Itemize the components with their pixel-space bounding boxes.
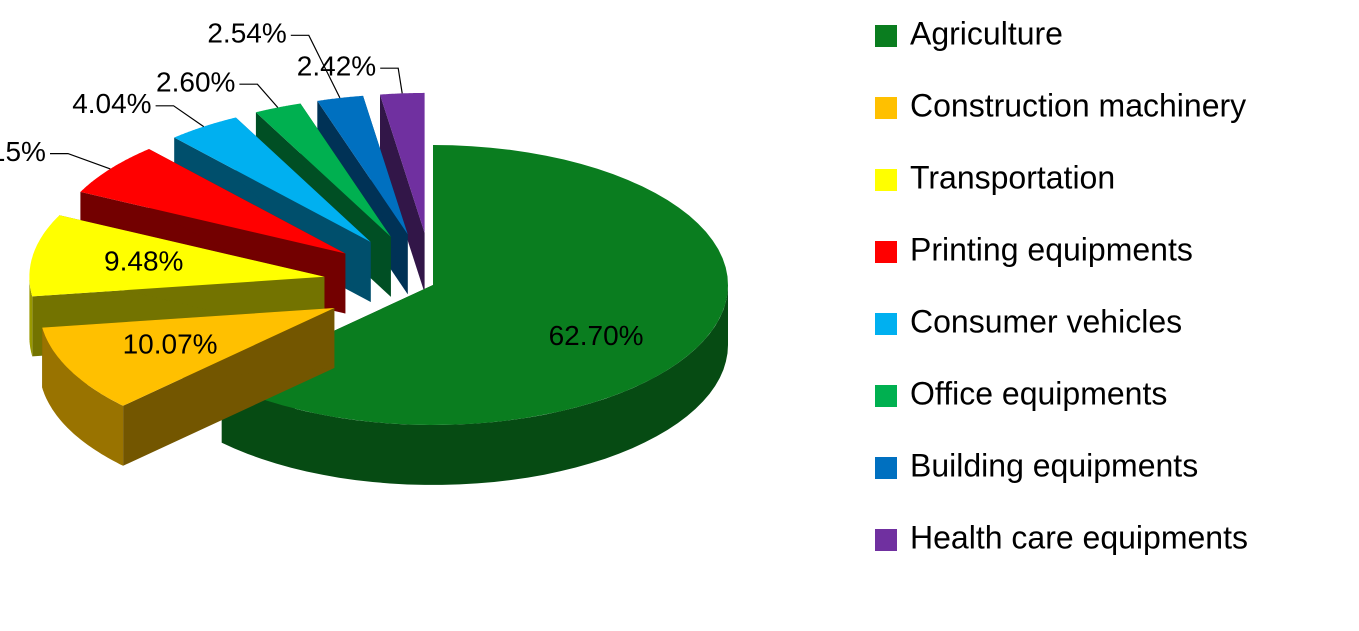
leader-line xyxy=(50,153,111,170)
slice-wall xyxy=(221,285,729,485)
legend-label: Construction machinery xyxy=(910,87,1246,123)
legend-label: Building equipments xyxy=(910,447,1198,483)
slice-side xyxy=(380,94,425,293)
data-label: 9.48% xyxy=(104,246,183,277)
slice xyxy=(29,215,325,297)
data-label: 62.70% xyxy=(549,320,644,351)
data-label: 2.54% xyxy=(207,18,286,49)
legend-label: Transportation xyxy=(910,159,1115,195)
slice xyxy=(317,95,408,235)
slice xyxy=(221,145,729,425)
data-label: 2.42% xyxy=(297,51,376,82)
legend-label: Printing equipments xyxy=(910,231,1193,267)
slice-wall xyxy=(42,327,124,466)
legend-label: Agriculture xyxy=(910,15,1063,51)
slice xyxy=(255,103,391,237)
legend-swatch xyxy=(875,529,897,551)
legend-swatch xyxy=(875,241,897,263)
legend-swatch xyxy=(875,457,897,479)
leader-line xyxy=(239,83,279,108)
slice xyxy=(42,308,335,406)
data-label: 10.07% xyxy=(123,329,218,360)
legend-swatch xyxy=(875,313,897,335)
slice xyxy=(80,149,346,254)
data-label: 6.15% xyxy=(0,136,46,167)
leader-line xyxy=(290,34,341,99)
leader-line xyxy=(155,105,205,128)
legend-swatch xyxy=(875,385,897,407)
data-label: 2.60% xyxy=(156,67,235,98)
pie xyxy=(29,92,729,485)
legend-label: Office equipments xyxy=(910,375,1167,411)
slice-wall xyxy=(29,276,33,357)
slice xyxy=(380,92,425,233)
slice xyxy=(174,117,371,242)
legend-swatch xyxy=(875,169,897,191)
legend-label: Consumer vehicles xyxy=(910,303,1182,339)
leader-line xyxy=(380,67,403,94)
slice xyxy=(380,92,425,293)
legend-swatch xyxy=(875,25,897,47)
data-label: 4.04% xyxy=(72,88,151,119)
legend-label: Health care equipments xyxy=(910,519,1248,555)
legend-swatch xyxy=(875,97,897,119)
slice xyxy=(42,308,335,466)
